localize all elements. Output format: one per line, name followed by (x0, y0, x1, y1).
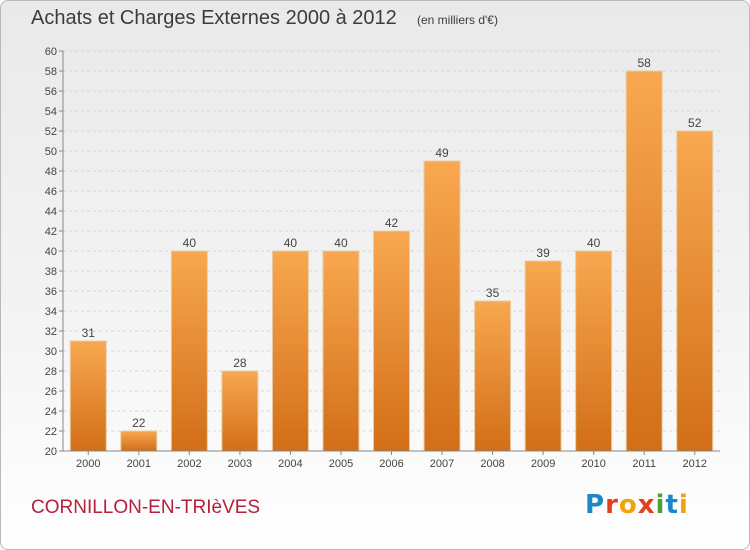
data-label-2004: 40 (284, 236, 298, 250)
y-tick-label: 46 (45, 186, 57, 198)
y-tick-label: 44 (45, 206, 57, 218)
data-label-2005: 40 (334, 236, 348, 250)
data-label-2007: 49 (435, 146, 449, 160)
y-tick-label: 32 (45, 326, 57, 338)
data-label-2010: 40 (587, 236, 601, 250)
x-tick-label-2004: 2004 (278, 458, 302, 470)
bar-2003 (221, 370, 259, 452)
bar-2007 (423, 160, 461, 452)
x-tick-label-2003: 2003 (228, 458, 252, 470)
bar-2005 (322, 250, 360, 452)
data-label-2006: 42 (385, 216, 399, 230)
x-tick-label-2000: 2000 (76, 458, 100, 470)
y-tick-label: 60 (45, 46, 57, 58)
y-tick-label: 42 (45, 226, 57, 238)
x-tick-label-2001: 2001 (127, 458, 151, 470)
bar-2001 (120, 430, 158, 452)
data-label-2012: 52 (688, 116, 702, 130)
y-tick-label: 34 (45, 306, 57, 318)
bar-2010 (575, 250, 613, 452)
x-tick-label-2012: 2012 (682, 458, 706, 470)
data-label-2000: 31 (82, 326, 96, 340)
data-label-2011: 58 (638, 56, 652, 70)
y-tick-label: 38 (45, 266, 57, 278)
y-tick-label: 56 (45, 86, 57, 98)
commune-name: CORNILLON-EN-TRIèVES (31, 497, 261, 518)
bar-2006 (373, 230, 410, 452)
data-label-2002: 40 (183, 236, 197, 250)
bar-2008 (474, 300, 512, 452)
x-tick-label-2007: 2007 (430, 458, 454, 470)
data-label-2003: 28 (233, 356, 247, 370)
y-tick-label: 40 (45, 246, 57, 258)
y-tick-label: 52 (45, 126, 57, 138)
data-label-2008: 35 (486, 286, 500, 300)
y-tick-label: 36 (45, 286, 57, 298)
y-tick-label: 20 (45, 446, 57, 458)
x-tick-label-2010: 2010 (581, 458, 605, 470)
y-tick-label: 48 (45, 166, 57, 178)
chart-subtitle: (en milliers d'€) (417, 13, 498, 27)
y-tick-label: 24 (45, 406, 57, 418)
x-tick-label-2011: 2011 (632, 458, 656, 470)
data-label-2009: 39 (536, 246, 550, 260)
y-tick-label: 58 (45, 66, 57, 78)
x-tick-label-2009: 2009 (531, 458, 555, 470)
x-tick-label-2005: 2005 (329, 458, 353, 470)
chart-title: Achats et Charges Externes 2000 à 2012 (31, 7, 397, 29)
y-tick-label: 26 (45, 386, 57, 398)
proxiti-logo: Proxiti (585, 490, 689, 520)
data-label-2001: 22 (132, 416, 146, 430)
bar-2009 (524, 260, 562, 452)
y-tick-label: 54 (45, 106, 57, 118)
bar-2012 (676, 130, 714, 452)
y-tick-label: 30 (45, 346, 57, 358)
y-tick-label: 50 (45, 146, 57, 158)
y-tick-label: 22 (45, 426, 57, 438)
bar-2011 (625, 70, 663, 452)
bar-2000 (69, 340, 107, 452)
x-tick-label-2002: 2002 (177, 458, 201, 470)
bar-2004 (271, 250, 309, 452)
bar-2002 (170, 250, 208, 452)
y-tick-label: 28 (45, 366, 57, 378)
x-tick-label-2006: 2006 (379, 458, 403, 470)
x-tick-label-2008: 2008 (480, 458, 504, 470)
